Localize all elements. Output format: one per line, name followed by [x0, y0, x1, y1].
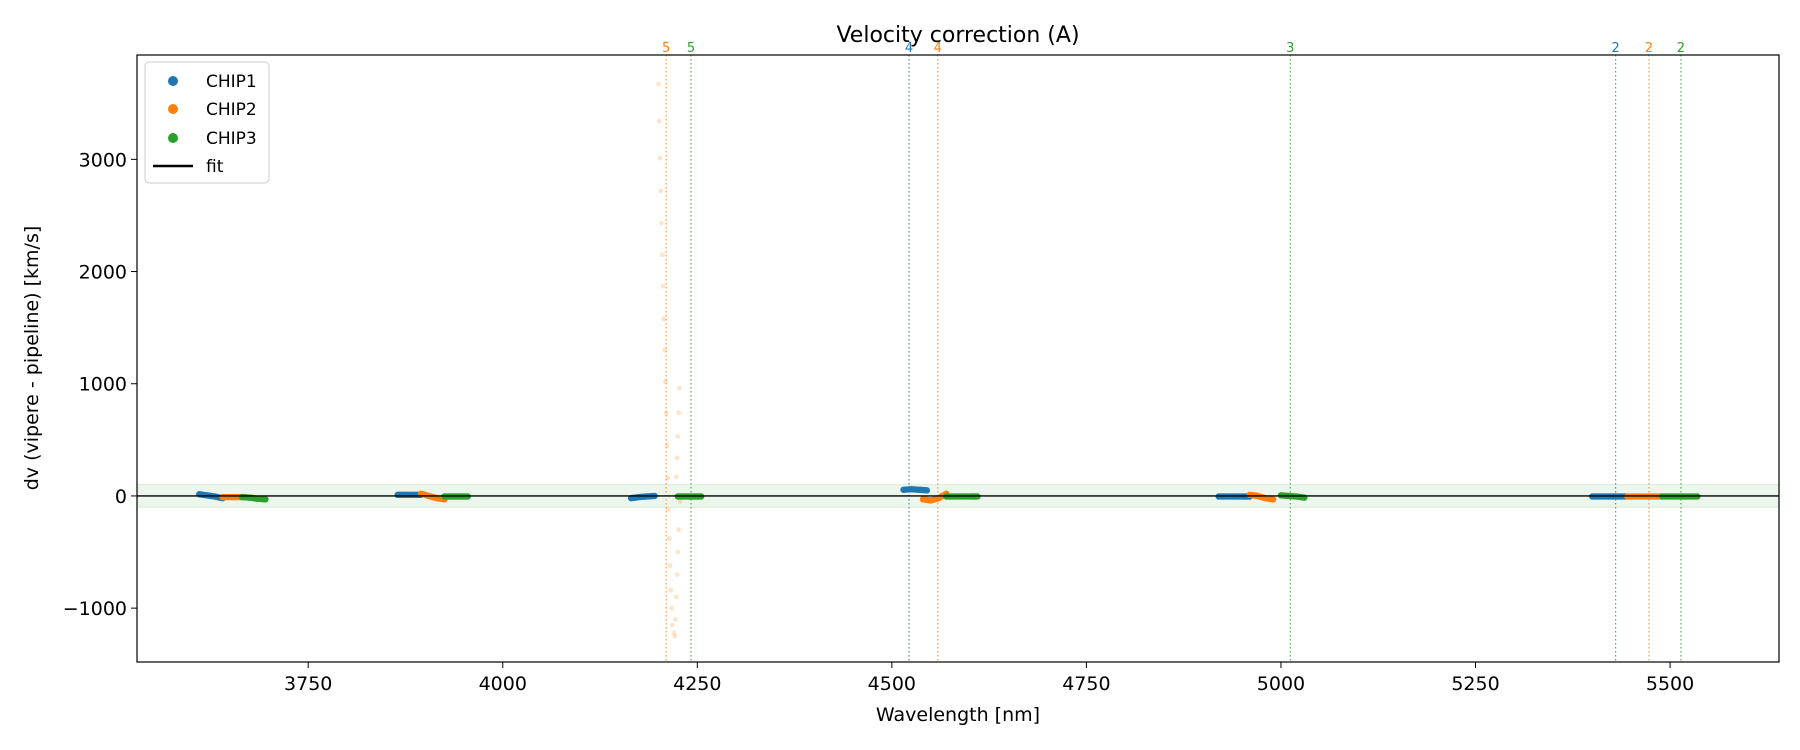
x-tick-label-5000: 5000: [1257, 673, 1305, 695]
outlier-points: [655, 81, 683, 639]
outlier-point-1-1: [674, 455, 680, 461]
marker-line-label-7: 2: [1677, 41, 1685, 56]
outlier-point-0-1: [656, 118, 662, 124]
x-axis-label: Wavelength [nm]: [876, 704, 1040, 726]
legend-label-fit: fit: [206, 157, 224, 177]
x-tick-label-4250: 4250: [673, 673, 721, 695]
outlier-point-0-0: [655, 81, 661, 87]
outlier-point-0-11: [664, 443, 670, 448]
x-tick-label-3750: 3750: [284, 673, 332, 695]
outlier-point-0-19: [671, 630, 677, 636]
legend-box: [144, 61, 270, 184]
outlier-point-1-5: [677, 499, 683, 504]
legend-label-chip2: CHIP2: [206, 100, 257, 120]
outlier-point-0-25: [676, 527, 682, 533]
chart-title: Velocity correction (A): [836, 23, 1079, 48]
marker-line-label-3: 4: [934, 41, 942, 56]
y-tick-label--1000: −1000: [63, 598, 127, 620]
legend: CHIP1 CHIP2 CHIP3 fit: [144, 61, 270, 184]
x-tick-label-4500: 4500: [868, 673, 916, 695]
outlier-point-0-21: [673, 616, 678, 622]
point-chip2-3-3: [1269, 496, 1277, 503]
outlier-point-1-4: [677, 385, 682, 391]
outlier-point-0-3: [658, 188, 664, 194]
outlier-point-0-7: [661, 316, 667, 322]
outlier-point-0-17: [669, 605, 675, 611]
marker-line-label-5: 2: [1611, 41, 1619, 56]
outlier-point-0-23: [674, 572, 680, 577]
chip-marker-lines: 5 5 4 4 3 2 2 2: [662, 41, 1685, 662]
marker-line-label-4: 3: [1286, 41, 1294, 56]
y-tick-label-1000: 1000: [79, 374, 127, 396]
y-tick-label-0: 0: [115, 486, 127, 508]
y-tick-label-2000: 2000: [79, 262, 127, 284]
outlier-point-1-3: [676, 410, 682, 416]
outlier-point-0-4: [659, 220, 664, 226]
outlier-point-0-2: [657, 155, 663, 161]
x-tick-label-5500: 5500: [1646, 673, 1694, 695]
outlier-point-0-18: [670, 622, 675, 628]
outlier-point-0-24: [675, 549, 681, 555]
legend-label-chip1: CHIP1: [206, 72, 257, 92]
y-axis-ticks: −1000 0 1000 2000 3000: [63, 149, 137, 620]
outlier-point-0-12: [665, 475, 671, 481]
legend-label-chip3: CHIP3: [206, 129, 257, 149]
x-tick-label-4750: 4750: [1062, 673, 1110, 695]
outlier-point-0-22: [673, 594, 679, 600]
outlier-point-1-0: [673, 474, 679, 480]
outlier-point-0-8: [662, 347, 668, 353]
outlier-point-0-14: [666, 536, 672, 541]
y-axis-label: dv (vipere - pipeline) [km/s]: [21, 226, 43, 491]
outlier-point-0-15: [667, 563, 673, 568]
plot-frame: [136, 54, 1780, 663]
point-chip3-0-3: [262, 496, 269, 503]
legend-marker-chip1: [168, 76, 178, 86]
y-tick-label-3000: 3000: [79, 149, 127, 171]
x-tick-label-4000: 4000: [479, 673, 527, 695]
outlier-point-0-13: [666, 507, 671, 512]
outlier-point-1-2: [675, 434, 681, 439]
outlier-point-0-9: [662, 379, 668, 384]
outlier-point-0-10: [663, 410, 669, 416]
legend-marker-chip2: [168, 104, 178, 114]
marker-line-label-0: 5: [662, 41, 670, 56]
outlier-point-0-5: [659, 252, 665, 258]
outlier-point-0-16: [668, 587, 674, 593]
legend-marker-chip3: [168, 133, 178, 143]
point-chip1-3-3: [923, 487, 931, 494]
x-axis-ticks: 3750 4000 4250 4500 4750 5000 5250 5500: [284, 662, 1694, 695]
outlier-point-0-6: [660, 283, 666, 289]
marker-line-label-1: 5: [687, 41, 695, 56]
outlier-point-0-20: [672, 633, 678, 639]
x-tick-label-5250: 5250: [1451, 673, 1499, 695]
marker-line-label-6: 2: [1645, 41, 1653, 56]
marker-line-label-2: 4: [905, 41, 913, 56]
